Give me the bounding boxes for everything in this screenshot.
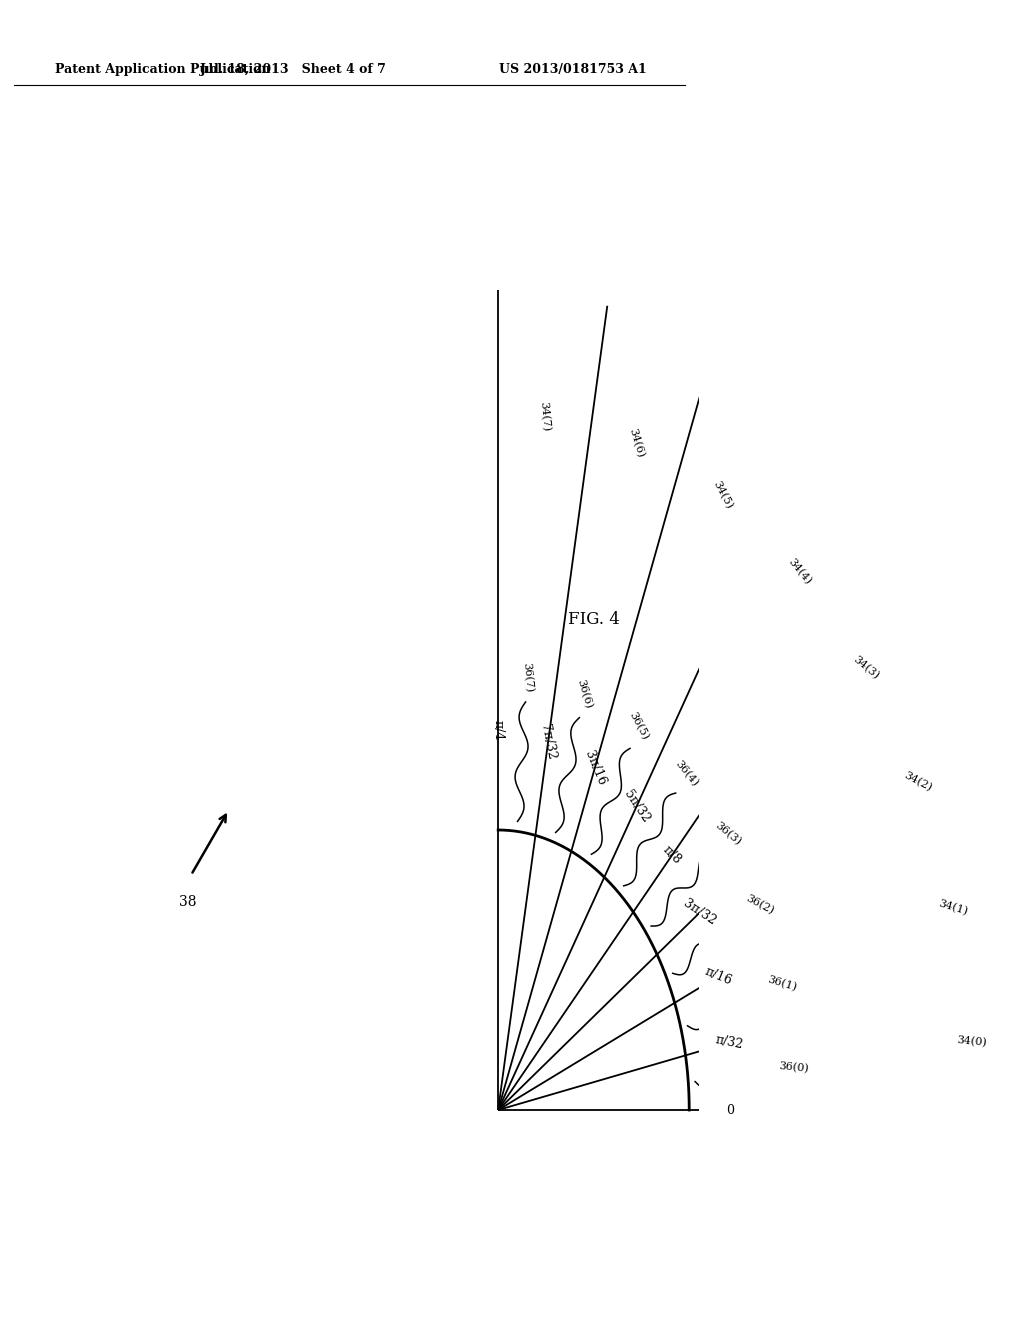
Text: Patent Application Publication: Patent Application Publication (54, 63, 270, 77)
Text: 34(6): 34(6) (627, 428, 645, 459)
Text: 36(2): 36(2) (744, 894, 775, 916)
Text: 5π/32: 5π/32 (622, 788, 652, 825)
Text: π/4: π/4 (492, 719, 505, 741)
Text: 36(3): 36(3) (713, 821, 742, 847)
Text: π/16: π/16 (703, 965, 734, 987)
Text: 34(2): 34(2) (902, 770, 933, 793)
Text: 38: 38 (179, 895, 197, 909)
Text: 0: 0 (726, 1104, 734, 1117)
Text: 3π/16: 3π/16 (582, 748, 607, 788)
Text: 34(3): 34(3) (851, 655, 881, 681)
Text: 36(1): 36(1) (766, 974, 798, 993)
Text: US 2013/0181753 A1: US 2013/0181753 A1 (500, 63, 647, 77)
Text: 34(4): 34(4) (786, 556, 813, 586)
Text: 34(1): 34(1) (937, 899, 970, 917)
Text: 36(6): 36(6) (575, 678, 594, 710)
Text: 34(7): 34(7) (539, 401, 551, 432)
Text: 3π/32: 3π/32 (681, 898, 718, 928)
Text: Jul. 18, 2013   Sheet 4 of 7: Jul. 18, 2013 Sheet 4 of 7 (200, 63, 387, 77)
Text: 7π/32: 7π/32 (539, 723, 558, 762)
Text: 34(5): 34(5) (711, 479, 734, 511)
Text: 36(7): 36(7) (520, 661, 534, 693)
Text: 36(0): 36(0) (778, 1061, 809, 1074)
Text: 36(4): 36(4) (673, 759, 700, 788)
Text: π/8: π/8 (660, 843, 684, 867)
Text: FIG. 4: FIG. 4 (567, 611, 620, 628)
Text: π/32: π/32 (714, 1034, 744, 1052)
Text: 36(5): 36(5) (627, 710, 650, 742)
Text: 34(0): 34(0) (956, 1035, 987, 1048)
